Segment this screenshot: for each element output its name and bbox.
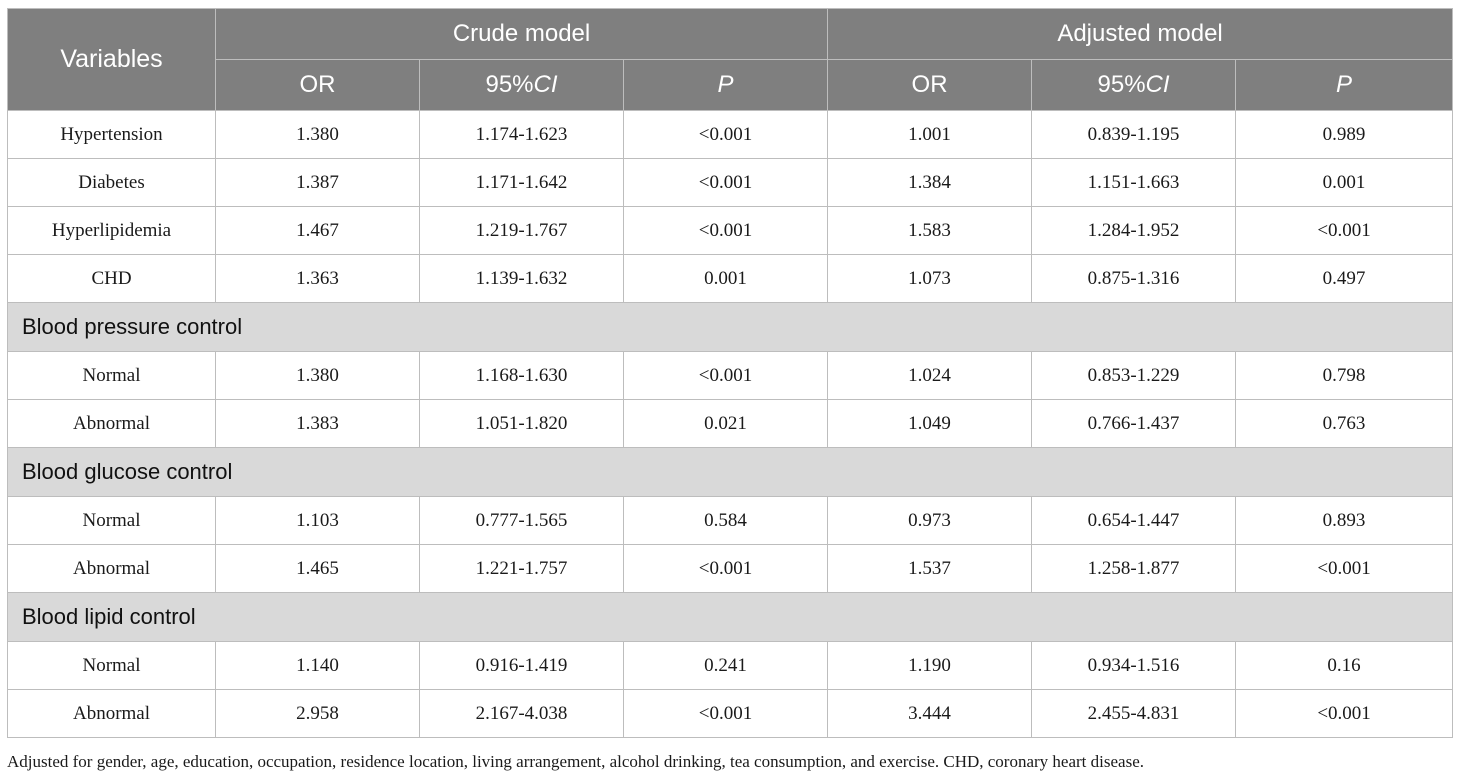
adjusted-ci-header: 95%CI [1031,59,1237,111]
crude-model-header: Crude model [214,8,829,60]
row-label: Abnormal [7,399,216,448]
crude-or-cell: 1.380 [215,351,420,400]
row-label: Normal [7,641,216,690]
adjusted-or-cell: 1.049 [827,399,1033,448]
row-label: CHD [7,254,216,303]
table-header: Variables Crude model Adjusted model OR … [7,8,1454,111]
row-label: Abnormal [7,544,216,593]
crude-ci-cell: 0.777-1.565 [419,496,624,545]
adjusted-ci-cell: 1.284-1.952 [1031,206,1237,255]
adjusted-or-cell: 1.001 [827,110,1033,159]
adjusted-ci-cell: 0.839-1.195 [1031,110,1237,159]
crude-or-cell: 1.465 [215,544,420,593]
adjusted-or-cell: 1.583 [827,206,1033,255]
table-row: Hypertension 1.380 1.174-1.623 <0.001 1.… [7,110,1454,159]
crude-p-cell: 0.584 [622,496,829,545]
crude-ci-cell: 1.221-1.757 [419,544,624,593]
adjusted-p-cell: 0.763 [1235,399,1454,448]
adjusted-p-cell: <0.001 [1235,544,1454,593]
table-body: Hypertension 1.380 1.174-1.623 <0.001 1.… [6,110,1454,738]
crude-ci-cell: 1.168-1.630 [419,351,624,400]
table-row: Diabetes 1.387 1.171-1.642 <0.001 1.384 … [7,158,1454,207]
group-row-blood-lipid: Blood lipid control [6,592,1454,642]
adjusted-ci-cell: 0.934-1.516 [1031,641,1237,690]
crude-or-cell: 1.383 [215,399,420,448]
group-title: Blood glucose control [6,447,1454,497]
crude-p-header: P [622,59,829,111]
adjusted-p-cell: 0.001 [1235,158,1454,207]
table-footnote: Adjusted for gender, age, education, occ… [7,752,1144,771]
adjusted-p-cell: 0.798 [1235,351,1454,400]
table-row: CHD 1.363 1.139-1.632 0.001 1.073 0.875-… [7,254,1454,303]
crude-or-cell: 2.958 [215,689,420,738]
crude-or-cell: 1.387 [215,158,420,207]
row-label: Hyperlipidemia [7,206,216,255]
group-title: Blood pressure control [6,302,1454,352]
crude-p-cell: 0.241 [622,641,829,690]
table-row: Abnormal 2.958 2.167-4.038 <0.001 3.444 … [7,689,1454,738]
variables-header: Variables [7,8,216,111]
crude-or-cell: 1.467 [215,206,420,255]
table-row: Normal 1.140 0.916-1.419 0.241 1.190 0.9… [7,641,1454,690]
table-row: Abnormal 1.383 1.051-1.820 0.021 1.049 0… [7,399,1454,448]
crude-p-cell: <0.001 [622,206,829,255]
row-label: Normal [7,351,216,400]
crude-p-cell: <0.001 [622,544,829,593]
row-label: Hypertension [7,110,216,159]
crude-p-cell: 0.001 [622,254,829,303]
group-title: Blood lipid control [6,592,1454,642]
adjusted-p-cell: 0.16 [1235,641,1454,690]
adjusted-ci-cell: 0.654-1.447 [1031,496,1237,545]
adjusted-or-cell: 3.444 [827,689,1033,738]
group-row-blood-pressure: Blood pressure control [6,302,1454,352]
adjusted-or-cell: 1.024 [827,351,1033,400]
results-table: Variables Crude model Adjusted model OR … [6,8,1454,738]
crude-ci-cell: 0.916-1.419 [419,641,624,690]
crude-or-header: OR [215,59,420,111]
adjusted-ci-cell: 0.853-1.229 [1031,351,1237,400]
adjusted-or-cell: 1.073 [827,254,1033,303]
crude-ci-cell: 2.167-4.038 [419,689,624,738]
crude-p-cell: <0.001 [622,158,829,207]
adjusted-p-header: P [1235,59,1454,111]
row-label: Normal [7,496,216,545]
crude-ci-header: 95%CI [419,59,624,111]
row-label: Abnormal [7,689,216,738]
adjusted-ci-cell: 0.875-1.316 [1031,254,1237,303]
crude-p-cell: 0.021 [622,399,829,448]
crude-ci-cell: 1.051-1.820 [419,399,624,448]
adjusted-p-cell: <0.001 [1235,689,1454,738]
crude-or-cell: 1.103 [215,496,420,545]
adjusted-ci-cell: 0.766-1.437 [1031,399,1237,448]
crude-ci-cell: 1.139-1.632 [419,254,624,303]
table-row: Hyperlipidemia 1.467 1.219-1.767 <0.001 … [7,206,1454,255]
adjusted-or-cell: 1.190 [827,641,1033,690]
crude-p-cell: <0.001 [622,351,829,400]
adjusted-ci-cell: 1.151-1.663 [1031,158,1237,207]
adjusted-model-header: Adjusted model [827,8,1454,60]
adjusted-or-cell: 1.537 [827,544,1033,593]
row-label: Diabetes [7,158,216,207]
crude-or-cell: 1.140 [215,641,420,690]
crude-or-cell: 1.363 [215,254,420,303]
crude-or-cell: 1.380 [215,110,420,159]
adjusted-ci-cell: 1.258-1.877 [1031,544,1237,593]
adjusted-p-cell: 0.893 [1235,496,1454,545]
crude-ci-cell: 1.219-1.767 [419,206,624,255]
crude-p-cell: <0.001 [622,110,829,159]
adjusted-or-cell: 1.384 [827,158,1033,207]
adjusted-p-cell: 0.989 [1235,110,1454,159]
adjusted-or-cell: 0.973 [827,496,1033,545]
adjusted-ci-cell: 2.455-4.831 [1031,689,1237,738]
table-row: Abnormal 1.465 1.221-1.757 <0.001 1.537 … [7,544,1454,593]
adjusted-p-cell: <0.001 [1235,206,1454,255]
crude-ci-cell: 1.171-1.642 [419,158,624,207]
table-row: Normal 1.380 1.168-1.630 <0.001 1.024 0.… [7,351,1454,400]
adjusted-p-cell: 0.497 [1235,254,1454,303]
crude-p-cell: <0.001 [622,689,829,738]
adjusted-or-header: OR [827,59,1033,111]
table-row: Normal 1.103 0.777-1.565 0.584 0.973 0.6… [7,496,1454,545]
group-row-blood-glucose: Blood glucose control [6,447,1454,497]
crude-ci-cell: 1.174-1.623 [419,110,624,159]
